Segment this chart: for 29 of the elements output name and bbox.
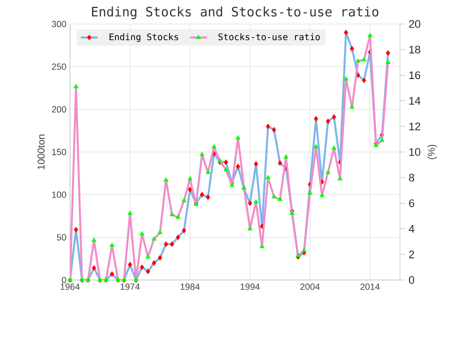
y-tick-label: 100 [52,191,66,198]
x-tick-label: 1964 [60,284,80,290]
y2-tick-label: 20 [409,20,420,28]
y2-tick-label: 2 [409,250,414,258]
y2-tick-label: 0 [408,276,414,284]
x-tick-label: 1994 [240,284,260,290]
y2-tick-label: 10 [409,148,420,156]
x-tick-label: 2004 [300,284,320,290]
y2-tick-label: 6 [409,199,414,208]
legend-label: Stocks-to-use ratio [218,33,320,40]
y2-axis-title: (%) [428,144,437,160]
y2-tick-label: 12 [409,122,420,130]
y2-tick-label: 8 [409,174,414,182]
x-tick-label: 1974 [120,284,140,290]
legend-label: Ending Stocks [110,33,178,42]
y2-tick-label: 4 [408,225,414,233]
y2-tick-label: 14 [409,97,420,105]
y-tick-label: 200 [52,106,66,113]
y-tick-label: 250 [52,63,66,70]
y-tick-label: 0 [62,276,66,284]
y2-tick-label: 18 [409,46,420,54]
y-tick-label: 50 [56,234,66,241]
x-tick-label: 1984 [180,284,200,290]
y-axis-title: 1000ton [38,134,45,170]
y-tick-label: 150 [52,148,66,156]
chart-title: Ending Stocks and Stocks-to-use ratio [92,6,378,20]
x-tick-label: 2014 [360,284,380,290]
y2-tick-label: 16 [409,71,420,80]
y-tick-label: 300 [52,20,66,28]
